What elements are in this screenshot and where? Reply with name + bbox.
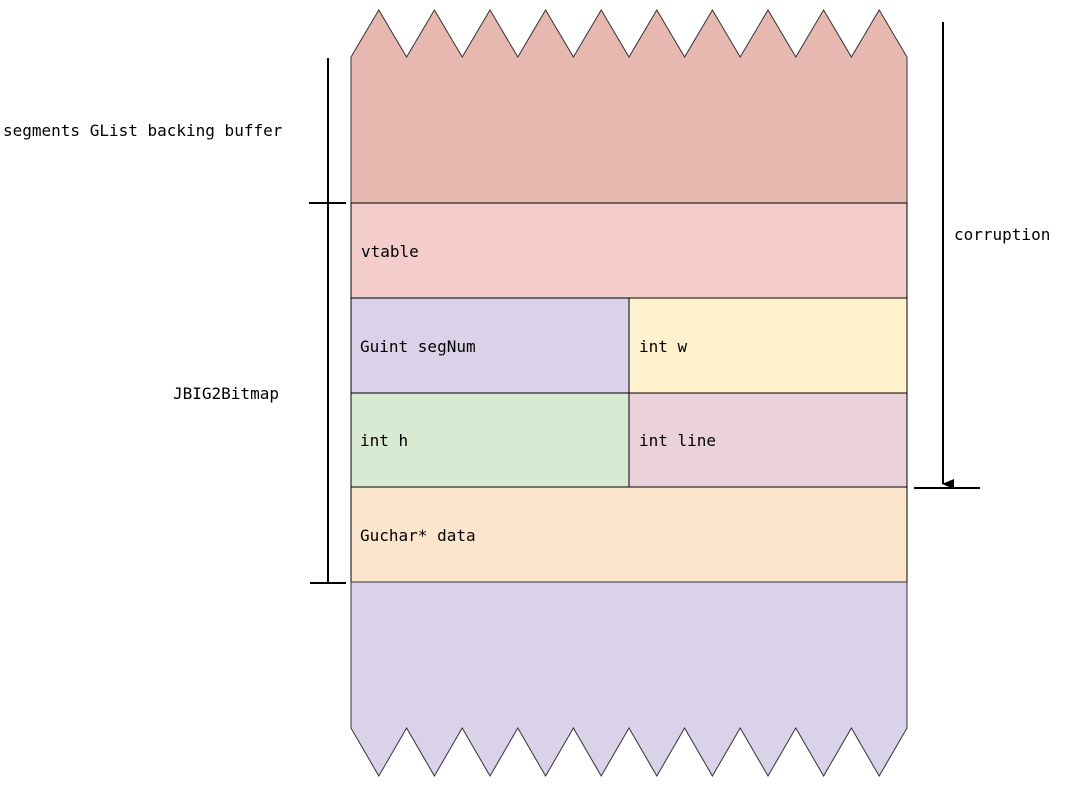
line-label: int line [639,431,717,450]
line-block [628,392,908,488]
vtable-block [350,202,908,299]
jbig2bitmap-label: JBIG2Bitmap [173,384,279,403]
segnum-block [350,297,630,394]
segments-buffer-label: segments GList backing buffer [3,121,283,140]
h-block [350,392,630,488]
data-label: Guchar* data [360,526,476,545]
w-block [628,297,908,394]
segments-buffer-block [350,9,908,204]
corruption-label: corruption [954,225,1051,244]
w-label: int w [639,337,688,356]
jbig2bitmap-bracket [309,58,346,584]
vtable-label: vtable [361,242,419,261]
below-memory-block [350,581,908,777]
segnum-label: Guint segNum [360,337,476,356]
data-block [350,486,908,583]
h-label: int h [360,431,409,450]
